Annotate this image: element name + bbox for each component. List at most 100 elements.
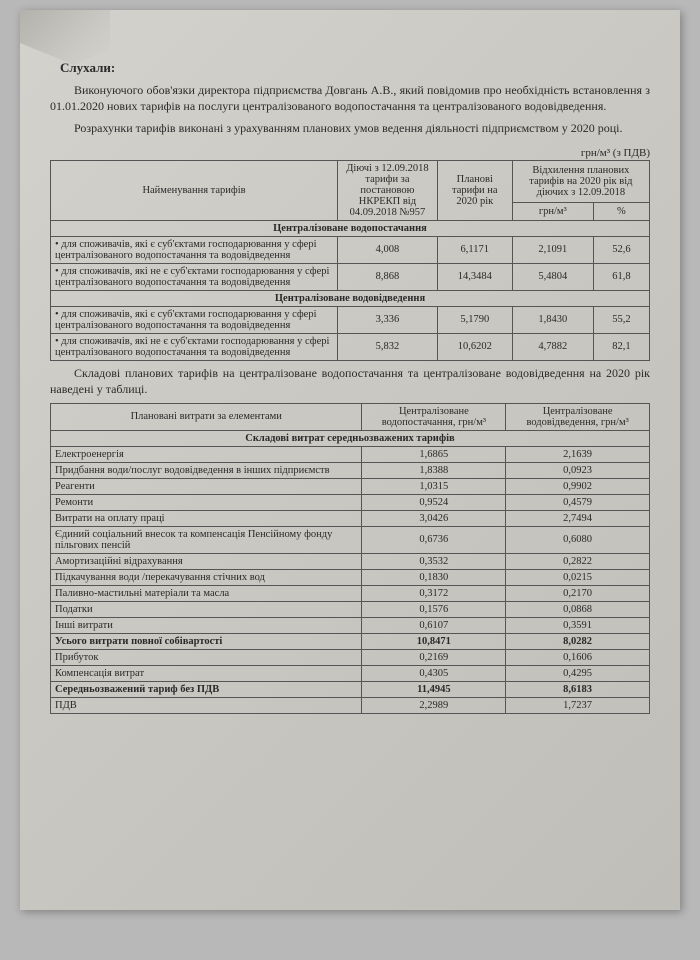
cell: 0,2170 <box>506 585 650 601</box>
table-row: Усього витрати повної собівартості10,847… <box>51 633 650 649</box>
cell: 2,1639 <box>506 446 650 462</box>
row-name: Інші витрати <box>51 617 362 633</box>
row-name: Підкачування води /перекачування стічних… <box>51 569 362 585</box>
cell: 10,6202 <box>437 333 512 360</box>
th-dev-uah: грн/м³ <box>512 202 593 220</box>
table-row: Придбання води/послуг водовідведення в і… <box>51 462 650 478</box>
row-name: Ремонти <box>51 494 362 510</box>
table-row: ПДВ2,29891,7237 <box>51 697 650 713</box>
unit-label: грн/м³ (з ПДВ) <box>50 147 650 159</box>
table-row: Електроенергія1,68652,1639 <box>51 446 650 462</box>
row-name: Податки <box>51 601 362 617</box>
cell: 8,0282 <box>506 633 650 649</box>
cell: 0,4295 <box>506 665 650 681</box>
row-name: Витрати на оплату праці <box>51 510 362 526</box>
cell: 0,6080 <box>506 526 650 553</box>
cell: 0,0215 <box>506 569 650 585</box>
table-row: • для споживачів, які не є суб'єктами го… <box>51 333 650 360</box>
cell: 5,832 <box>338 333 438 360</box>
table-row: • для споживачів, які є суб'єктами госпо… <box>51 236 650 263</box>
table-row: Податки0,15760,0868 <box>51 601 650 617</box>
cell: 0,2169 <box>362 649 506 665</box>
cell: 0,4579 <box>506 494 650 510</box>
cost-table: Плановані витрати за елементами Централі… <box>50 403 650 714</box>
heading-heard: Слухали: <box>60 60 650 76</box>
cell: 2,7494 <box>506 510 650 526</box>
row-name: Амортизаційні відрахування <box>51 553 362 569</box>
cell: 52,6 <box>593 236 649 263</box>
table-row: Середньозважений тариф без ПДВ11,49458,6… <box>51 681 650 697</box>
th-current: Діючі з 12.09.2018 тарифи за постановою … <box>338 160 438 220</box>
cell: 0,1576 <box>362 601 506 617</box>
cell: 5,4804 <box>512 263 593 290</box>
row-desc: • для споживачів, які не є суб'єктами го… <box>51 263 338 290</box>
cell: 3,336 <box>338 306 438 333</box>
cell: 0,2822 <box>506 553 650 569</box>
th-name: Найменування тарифів <box>51 160 338 220</box>
table-row: Амортизаційні відрахування0,35320,2822 <box>51 553 650 569</box>
cell: 0,3172 <box>362 585 506 601</box>
paragraph-1: Виконуючого обов'язки директора підприєм… <box>50 82 650 114</box>
table-row: Єдиний соціальний внесок та компенсація … <box>51 526 650 553</box>
row-name: Компенсація витрат <box>51 665 362 681</box>
cell: 4,008 <box>338 236 438 263</box>
row-name: Середньозважений тариф без ПДВ <box>51 681 362 697</box>
section-drainage: Централізоване водовідведення <box>51 290 650 306</box>
cell: 1,8388 <box>362 462 506 478</box>
cell: 0,0868 <box>506 601 650 617</box>
cell: 0,6107 <box>362 617 506 633</box>
cell: 8,6183 <box>506 681 650 697</box>
row-name: Придбання води/послуг водовідведення в і… <box>51 462 362 478</box>
cell: 0,9524 <box>362 494 506 510</box>
row-desc: • для споживачів, які є суб'єктами госпо… <box>51 306 338 333</box>
document-page: Слухали: Виконуючого обов'язки директора… <box>20 10 680 910</box>
cell: 2,1091 <box>512 236 593 263</box>
table-row: Підкачування води /перекачування стічних… <box>51 569 650 585</box>
row-name: Усього витрати повної собівартості <box>51 633 362 649</box>
table-row: Витрати на оплату праці3,04262,7494 <box>51 510 650 526</box>
cell: 2,2989 <box>362 697 506 713</box>
cell: 8,868 <box>338 263 438 290</box>
cell: 1,8430 <box>512 306 593 333</box>
th-supply: Централізоване водопостачання, грн/м³ <box>362 403 506 430</box>
cell: 0,3591 <box>506 617 650 633</box>
table-row: Прибуток0,21690,1606 <box>51 649 650 665</box>
row-desc: • для споживачів, які не є суб'єктами го… <box>51 333 338 360</box>
section-supply: Централізоване водопостачання <box>51 220 650 236</box>
cell: 0,9902 <box>506 478 650 494</box>
cell: 1,7237 <box>506 697 650 713</box>
row-desc: • для споживачів, які є суб'єктами госпо… <box>51 236 338 263</box>
th-deviation: Відхилення планових тарифів на 2020 рік … <box>512 160 649 202</box>
section-components: Складові витрат середньозважених тарифів <box>51 430 650 446</box>
row-name: Реагенти <box>51 478 362 494</box>
paragraph-2: Розрахунки тарифів виконані з урахування… <box>50 120 650 136</box>
th-drainage: Централізоване водовідведення, грн/м³ <box>506 403 650 430</box>
table-row: • для споживачів, які є суб'єктами госпо… <box>51 306 650 333</box>
cell: 6,1171 <box>437 236 512 263</box>
table-row: Паливно-мастильні матеріали та масла0,31… <box>51 585 650 601</box>
cell: 10,8471 <box>362 633 506 649</box>
row-name: Електроенергія <box>51 446 362 462</box>
cell: 14,3484 <box>437 263 512 290</box>
cell: 0,4305 <box>362 665 506 681</box>
cell: 61,8 <box>593 263 649 290</box>
cell: 82,1 <box>593 333 649 360</box>
paragraph-3: Складові планових тарифів на централізов… <box>50 365 650 397</box>
th-element: Плановані витрати за елементами <box>51 403 362 430</box>
cell: 1,6865 <box>362 446 506 462</box>
table-row: Реагенти1,03150,9902 <box>51 478 650 494</box>
row-name: Паливно-мастильні матеріали та масла <box>51 585 362 601</box>
cell: 5,1790 <box>437 306 512 333</box>
row-name: Прибуток <box>51 649 362 665</box>
cell: 0,3532 <box>362 553 506 569</box>
th-planned: Планові тарифи на 2020 рік <box>437 160 512 220</box>
row-name: Єдиний соціальний внесок та компенсація … <box>51 526 362 553</box>
table-row: • для споживачів, які не є суб'єктами го… <box>51 263 650 290</box>
cell: 4,7882 <box>512 333 593 360</box>
cell: 11,4945 <box>362 681 506 697</box>
table-row: Компенсація витрат0,43050,4295 <box>51 665 650 681</box>
cell: 3,0426 <box>362 510 506 526</box>
tariff-table: Найменування тарифів Діючі з 12.09.2018 … <box>50 160 650 361</box>
cell: 0,0923 <box>506 462 650 478</box>
th-dev-pct: % <box>593 202 649 220</box>
